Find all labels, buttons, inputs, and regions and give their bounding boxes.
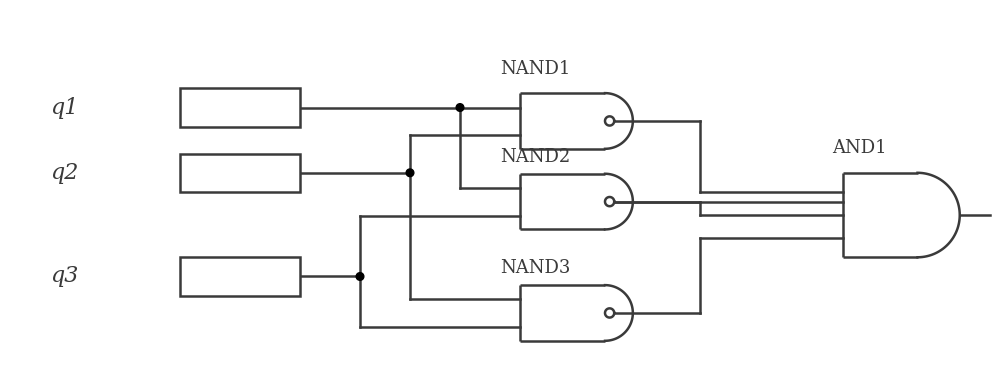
Text: q1: q1 — [50, 96, 78, 119]
Bar — [180, 88, 300, 127]
Text: NAND3: NAND3 — [500, 260, 570, 277]
Text: NAND2: NAND2 — [500, 148, 570, 166]
Bar — [180, 154, 300, 192]
Text: q2: q2 — [50, 162, 78, 184]
Text: NAND1: NAND1 — [500, 60, 570, 78]
Text: q3: q3 — [50, 265, 78, 288]
Ellipse shape — [456, 104, 464, 111]
Ellipse shape — [356, 273, 364, 280]
Bar — [180, 257, 300, 296]
Text: AND1: AND1 — [832, 139, 887, 157]
Ellipse shape — [406, 169, 414, 177]
